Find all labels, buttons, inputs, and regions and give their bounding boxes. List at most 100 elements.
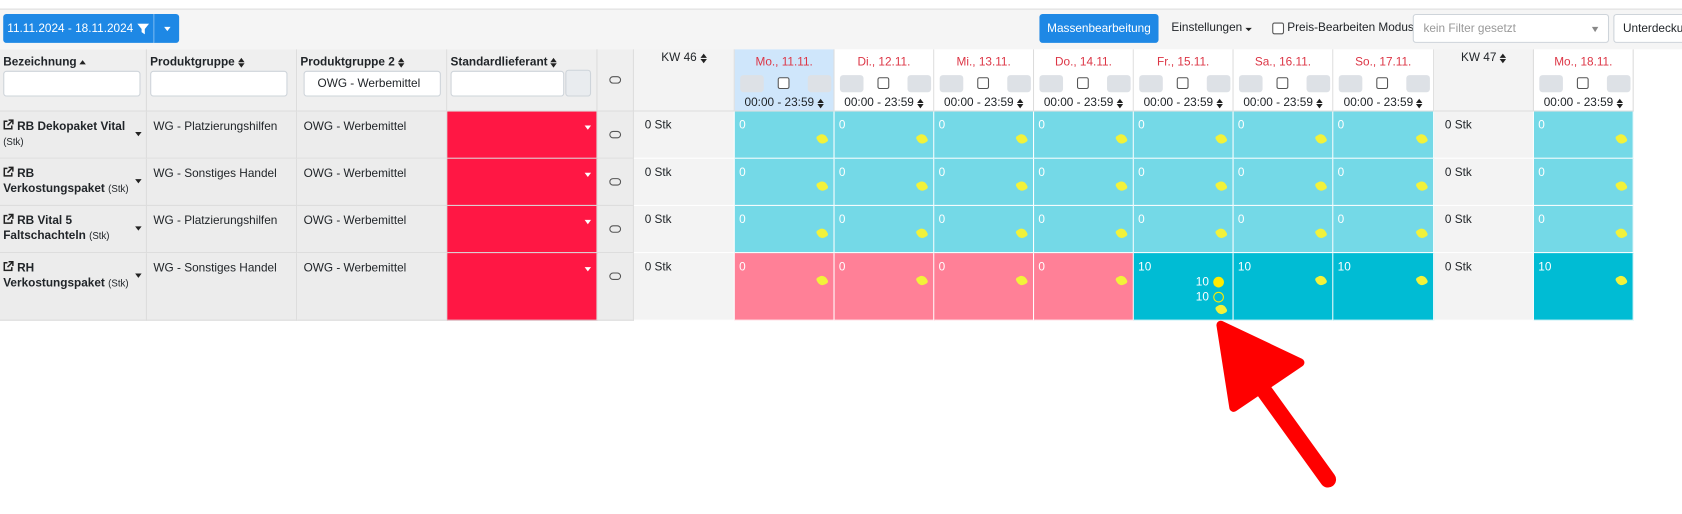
- settings-dropdown[interactable]: Einstellungen: [1171, 21, 1252, 34]
- supplier-cell[interactable]: [447, 158, 598, 206]
- cell-value: 0 Stk: [1444, 213, 1472, 227]
- column-filter[interactable]: [150, 70, 288, 97]
- select-checkbox[interactable]: [1176, 77, 1189, 90]
- paste-button[interactable]: [1406, 75, 1430, 93]
- paste-button[interactable]: [807, 75, 832, 93]
- paste-button[interactable]: [1606, 75, 1631, 93]
- copy-button[interactable]: [1539, 75, 1563, 93]
- day-cell[interactable]: 10: [1233, 253, 1334, 321]
- coverage-select[interactable]: Unterdeckun: [1613, 13, 1682, 43]
- day-cell[interactable]: 0: [934, 205, 1035, 254]
- row-menu[interactable]: [135, 169, 142, 188]
- day-cell[interactable]: 0: [1133, 158, 1234, 206]
- row-menu[interactable]: [135, 122, 142, 141]
- paste-button[interactable]: [1306, 75, 1331, 93]
- product-name[interactable]: RB Dekopaket Vital (Stk): [3, 119, 130, 149]
- day-cell[interactable]: 0: [734, 158, 835, 206]
- copy-button[interactable]: [1139, 75, 1163, 93]
- date-range-button[interactable]: 11.11.2024 - 18.11.2024: [3, 13, 154, 43]
- group-cell: WG - Platzierungshilfen: [146, 205, 298, 254]
- toggle-icon[interactable]: [609, 130, 622, 139]
- day-cell[interactable]: 0: [734, 111, 835, 159]
- select-checkbox[interactable]: [977, 77, 990, 90]
- day-cell[interactable]: 0: [1034, 253, 1134, 321]
- toggle-icon[interactable]: [609, 225, 622, 233]
- column-filter[interactable]: [3, 70, 141, 97]
- day-cell[interactable]: 0: [834, 158, 935, 206]
- day-cell[interactable]: 10 10 10: [1133, 253, 1234, 321]
- group2: OWG - Werbemittel: [303, 214, 407, 228]
- day-cell[interactable]: 0: [1233, 158, 1334, 206]
- group2: OWG - Werbemittel: [303, 167, 407, 181]
- select-checkbox[interactable]: [877, 77, 890, 90]
- product-name[interactable]: RB Verkostungspaket (Stk): [3, 166, 130, 196]
- name: RH Verkostungspaket: [3, 261, 105, 290]
- select-checkbox[interactable]: [1576, 77, 1589, 90]
- select-checkbox[interactable]: [1376, 77, 1389, 90]
- cell-value: 0: [1038, 166, 1045, 180]
- day-cell[interactable]: 0: [1034, 158, 1134, 206]
- day-cell[interactable]: 0: [1133, 205, 1234, 254]
- date-dropdown[interactable]: [153, 13, 180, 43]
- day-cell[interactable]: 0: [1034, 111, 1134, 159]
- row-menu[interactable]: [135, 217, 142, 236]
- copy-button[interactable]: [740, 75, 764, 93]
- row-menu[interactable]: [135, 264, 142, 283]
- copy-button[interactable]: [1039, 75, 1064, 93]
- settings: Einstellungen: [1171, 21, 1243, 35]
- day-cell[interactable]: 0: [1333, 158, 1435, 206]
- day-cell[interactable]: 0: [1533, 205, 1634, 254]
- day-cell[interactable]: 0: [1133, 111, 1234, 159]
- day-cell[interactable]: 0: [734, 205, 835, 254]
- copy-button[interactable]: [839, 75, 864, 93]
- day-cell[interactable]: 0: [1533, 111, 1634, 159]
- product-name[interactable]: RH Verkostungspaket (Stk): [3, 260, 130, 291]
- select-checkbox[interactable]: [1076, 77, 1089, 90]
- toggle-icon[interactable]: [609, 76, 622, 84]
- time-range: 00:00 - 23:59: [835, 97, 934, 109]
- open-link[interactable]: [3, 260, 14, 272]
- day-cell[interactable]: 0: [1233, 111, 1334, 159]
- column-filter[interactable]: [450, 70, 565, 97]
- day-cell[interactable]: 0: [1233, 205, 1334, 254]
- day-cell[interactable]: 0: [734, 253, 835, 321]
- day-cell[interactable]: 0: [834, 253, 935, 321]
- filter-select[interactable]: kein Filter gesetzt: [1412, 13, 1610, 43]
- supplier-cell[interactable]: [447, 111, 598, 159]
- group2-cell: OWG - Werbemittel: [297, 253, 448, 321]
- day-cell[interactable]: 0: [1333, 111, 1435, 159]
- supplier-cell[interactable]: [447, 205, 598, 254]
- column-filter[interactable]: OWG - Werbemittel: [303, 70, 441, 97]
- open-link[interactable]: [3, 166, 14, 177]
- toggle-icon[interactable]: [609, 272, 622, 280]
- calendar-button[interactable]: [565, 69, 592, 97]
- open-link[interactable]: [3, 119, 14, 130]
- copy-button[interactable]: [939, 75, 964, 93]
- select-checkbox[interactable]: [1276, 77, 1289, 90]
- product-name[interactable]: RB Vital 5 Faltschachteln (Stk): [3, 213, 130, 243]
- day-cell[interactable]: 0: [834, 205, 935, 254]
- day-label: Di., 12.11.: [857, 55, 911, 69]
- copy-button[interactable]: [1238, 75, 1263, 93]
- select-checkbox[interactable]: [777, 77, 790, 90]
- column-header: Standardlieferant: [447, 49, 598, 112]
- day-cell[interactable]: 0: [1533, 158, 1634, 206]
- supplier-cell[interactable]: [447, 253, 598, 321]
- paste-button[interactable]: [1007, 75, 1031, 93]
- day-cell[interactable]: 10: [1333, 253, 1435, 321]
- day-cell[interactable]: 0: [934, 158, 1035, 206]
- paste-button[interactable]: [1206, 75, 1231, 93]
- paste-button[interactable]: [907, 75, 932, 93]
- price-edit-checkbox[interactable]: [1272, 22, 1285, 35]
- paste-button[interactable]: [1107, 75, 1131, 93]
- toggle-icon[interactable]: [609, 178, 622, 186]
- day-cell[interactable]: 10: [1533, 253, 1634, 321]
- mass-edit-button[interactable]: Massenbearbeitung: [1039, 13, 1159, 43]
- day-cell[interactable]: 0: [1333, 205, 1435, 254]
- day-cell[interactable]: 0: [934, 253, 1035, 321]
- day-cell[interactable]: 0: [1034, 205, 1134, 254]
- day-cell[interactable]: 0: [934, 111, 1035, 159]
- open-link[interactable]: [3, 213, 14, 224]
- copy-button[interactable]: [1338, 75, 1363, 93]
- day-cell[interactable]: 0: [834, 111, 935, 159]
